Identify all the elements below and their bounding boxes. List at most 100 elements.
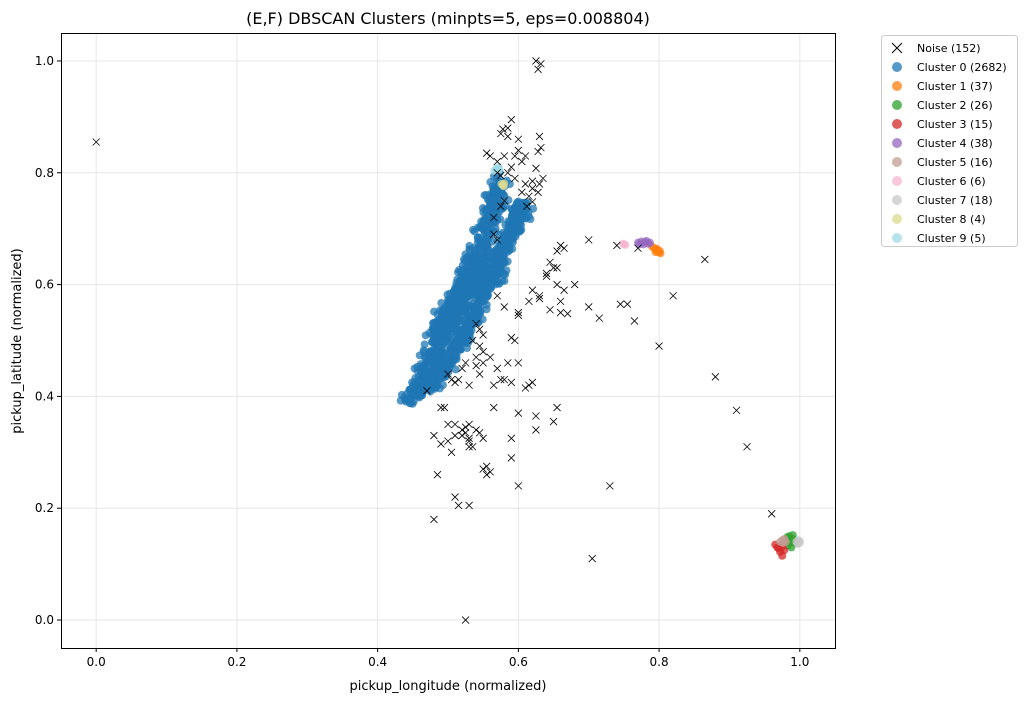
noise-point [461,423,470,431]
series-cluster-0 [396,168,538,408]
noise-point [537,59,545,68]
series-cluster-5 [776,534,790,547]
y-tick-label: 0.6 [35,278,54,292]
noise-point [549,417,558,426]
noise-point [454,501,463,510]
noise-point [482,470,491,479]
noise-point [507,454,516,462]
data-point [651,248,660,257]
noise-point [532,164,540,173]
noise-point [560,244,568,253]
noise-point [496,202,505,211]
noise-point [433,470,442,479]
legend-label: Cluster 9 (5) [917,232,986,245]
noise-point [514,409,523,417]
legend-label: Cluster 7 (18) [917,194,993,207]
series-cluster-8 [497,179,509,191]
legend-marker [892,62,902,72]
plot-frame [61,33,836,649]
noise-point [500,375,509,384]
noise-point [489,213,498,222]
noise-point [553,403,561,412]
data-point [470,303,479,312]
noise-point [535,132,544,141]
legend-label: Cluster 1 (37) [917,80,993,93]
y-tick-label: 1.0 [35,54,54,68]
x-tick-label: 0.2 [227,655,246,669]
data-point [428,354,437,363]
noise-point [496,375,505,384]
legend-box [881,35,1018,247]
data-point [465,323,474,332]
noise-point [493,364,502,373]
data-point [465,241,474,250]
noise-point [504,168,512,177]
data-point [788,531,797,540]
noise-point [711,373,720,381]
data-point [440,305,449,314]
noise-point [655,342,663,350]
noise-point [493,168,502,177]
noise-point [511,174,519,183]
noise-point [507,434,516,443]
noise-point [584,303,593,311]
noise-point [500,196,509,205]
noise-point [535,180,544,188]
noise-point [479,347,487,356]
noise-point [472,353,480,362]
legend-label: Cluster 8 (4) [917,213,986,226]
noise-point [523,202,531,211]
noise-point [535,294,544,303]
noise-point [743,442,751,451]
data-point [420,340,429,349]
data-point [451,325,460,334]
noise-point [504,132,512,141]
data-point [433,366,442,375]
noise-point [525,381,533,390]
data-point [529,204,538,213]
data-point [478,315,487,324]
noise-point [546,305,554,314]
x-tick-label: 0.8 [650,655,669,669]
noise-point [444,420,452,429]
noise-point [493,291,502,300]
noise-point [92,138,100,146]
legend-marker [892,233,902,243]
noise-point [489,403,498,412]
noise-point [534,188,542,197]
noise-point [542,269,551,278]
data-point [484,232,493,241]
noise-point [514,308,523,317]
noise-point [532,57,540,65]
noise-point [507,163,516,171]
data-point [452,336,461,345]
noise-point [556,241,565,250]
noise-point [482,462,491,471]
data-point [451,365,460,374]
y-tick-label: 0.0 [35,613,54,627]
data-point [460,284,469,293]
noise-point [472,426,480,434]
noise-point [437,440,445,448]
noise-point [701,255,709,264]
legend-label: Cluster 3 (15) [917,118,993,131]
noise-point [518,188,526,197]
noise-point [546,258,554,267]
legend-label: Cluster 2 (26) [917,99,993,112]
data-point [496,264,505,273]
noise-point [542,272,551,280]
noise-point [514,135,523,144]
noise-point [500,152,509,160]
data-point [508,244,517,253]
noise-point [437,403,445,412]
data-point [482,241,491,250]
data-point [787,543,796,552]
noise-point [479,434,487,443]
noise-point [468,442,477,451]
noise-point [556,308,565,317]
noise-point [423,387,431,395]
data-point [463,292,472,301]
noise-point [472,319,480,328]
noise-point [468,336,477,345]
data-point [458,261,467,270]
